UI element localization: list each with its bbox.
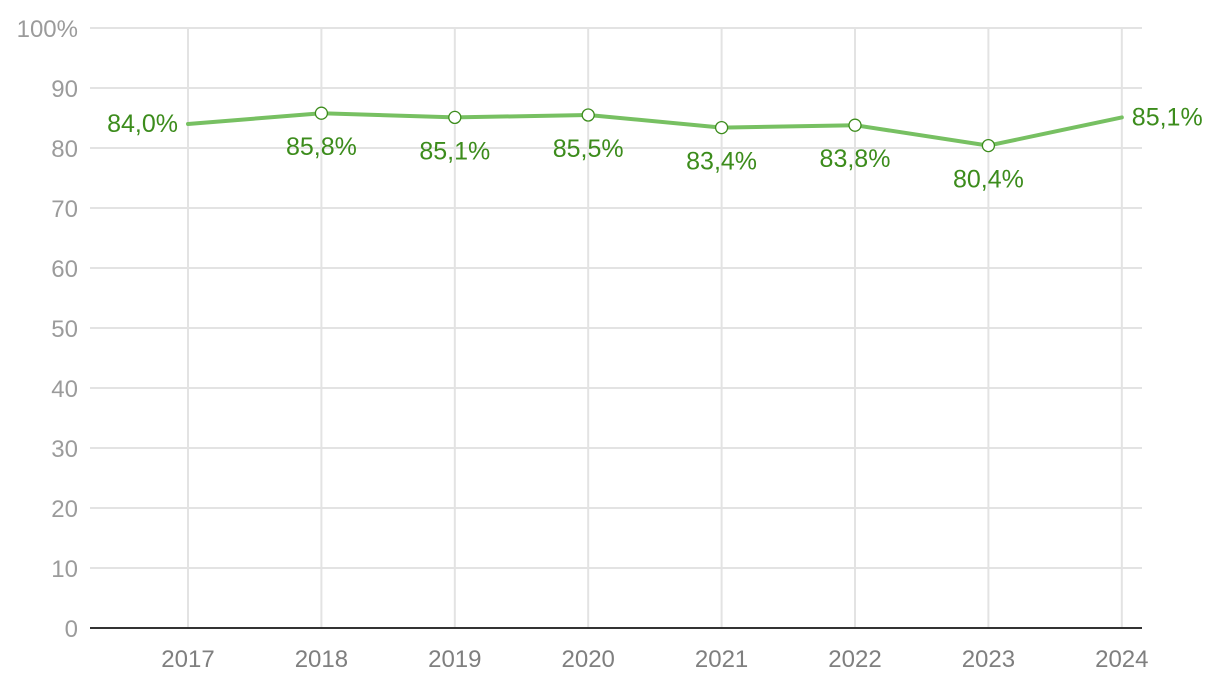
data-label: 83,8% <box>820 145 891 173</box>
x-tick-label: 2019 <box>428 646 481 673</box>
data-point <box>314 106 329 120</box>
x-tick-label: 2018 <box>295 646 348 673</box>
x-tick-label: 2024 <box>1095 646 1148 673</box>
y-tick-label: 30 <box>51 436 78 463</box>
y-tick-label: 20 <box>51 496 78 523</box>
y-tick-label: 0 <box>65 616 78 643</box>
data-label: 85,1% <box>1132 103 1203 131</box>
x-tick-label: 2021 <box>695 646 748 673</box>
x-tick-label: 2023 <box>962 646 1015 673</box>
gridlines <box>90 27 1142 628</box>
x-tick-label: 2020 <box>562 646 615 673</box>
x-tick-label: 2022 <box>828 646 881 673</box>
y-tick-label: 60 <box>51 256 78 283</box>
data-point <box>848 118 862 132</box>
data-label: 80,4% <box>953 166 1024 194</box>
y-tick-label: 100% <box>17 16 78 43</box>
data-point <box>981 138 996 153</box>
x-tick-label: 2017 <box>161 646 214 673</box>
y-tick-label: 50 <box>51 316 78 343</box>
y-tick-label: 40 <box>51 376 78 403</box>
data-labels: 84,0% 85,8% 85,1% 85,5% 83,4% 83,8% 80,4% 85,1% <box>107 103 1203 193</box>
y-tick-label: 90 <box>51 76 78 103</box>
y-tick-label: 80 <box>51 136 78 163</box>
series-line <box>186 111 1124 148</box>
y-axis: 0 10 20 30 40 50 60 70 80 90 100% <box>17 16 78 643</box>
data-point <box>581 108 595 122</box>
series-group <box>186 106 1124 153</box>
y-tick-label: 70 <box>51 196 78 223</box>
y-tick-label: 10 <box>51 556 78 583</box>
data-label: 85,1% <box>419 137 490 165</box>
data-point <box>714 120 729 135</box>
data-point <box>448 110 462 125</box>
data-label: 84,0% <box>107 110 178 138</box>
x-axis: 2017 2018 2019 2020 2021 2022 2023 2024 <box>90 627 1148 673</box>
data-label: 83,4% <box>686 148 757 176</box>
data-label: 85,5% <box>553 135 624 163</box>
data-label: 85,8% <box>286 133 357 161</box>
